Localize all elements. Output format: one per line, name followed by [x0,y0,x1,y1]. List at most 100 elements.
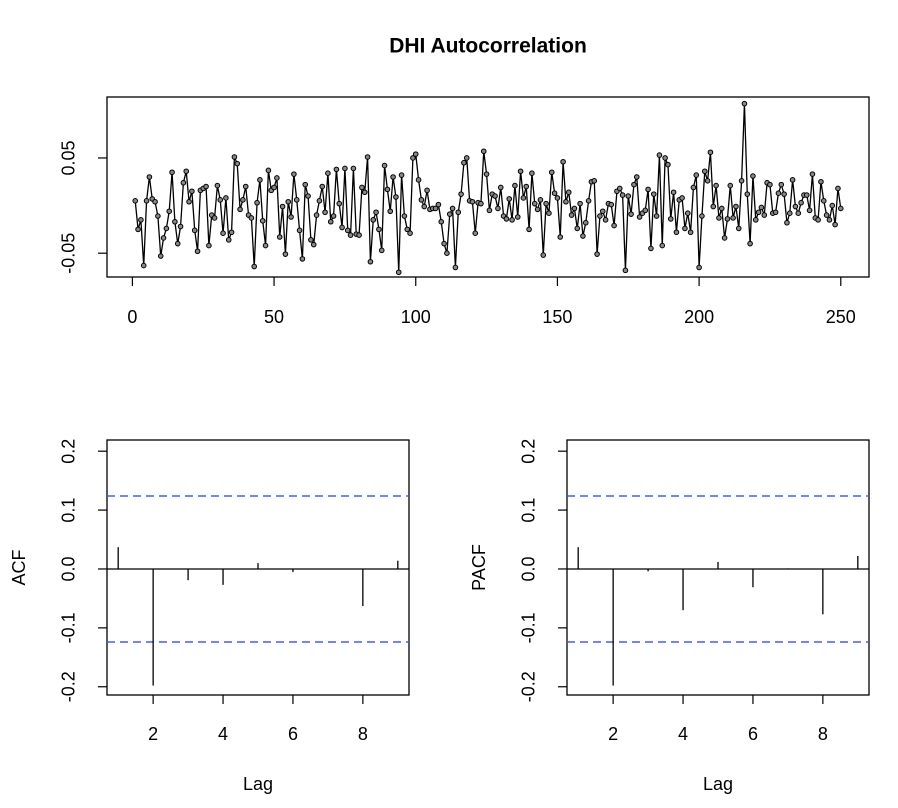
data-point [509,217,515,223]
data-point [251,263,258,270]
data-point [730,215,736,221]
data-point [690,184,697,191]
data-point [775,190,782,196]
data-point [262,242,269,249]
data-point [534,206,541,213]
data-point [483,171,490,177]
data-point [228,229,235,236]
data-point [699,213,705,219]
y-tick-label: -0.1 [59,612,79,643]
data-point [707,149,714,156]
data-point [820,198,827,204]
data-point [160,235,167,241]
data-point [713,182,719,189]
data-point [478,200,484,207]
data-point [741,100,748,107]
data-point [174,240,181,247]
data-point [163,225,170,232]
data-point [835,185,841,192]
data-point [784,219,790,226]
data-point [469,198,476,205]
data-point [716,215,722,221]
data-point [625,193,632,199]
x-tick-label: 50 [264,307,284,327]
data-point [619,192,626,198]
data-point [480,148,487,155]
data-point [455,209,462,216]
data-point [472,230,479,236]
x-tick-label: 6 [288,724,298,744]
data-point [327,218,334,225]
data-point [404,226,411,233]
data-point [325,170,331,176]
data-point [254,199,260,206]
data-point [829,202,836,209]
y-axis-label: ACF [9,549,29,585]
x-tick-label: 2 [148,724,158,744]
chart-title: DHI Autocorrelation [389,35,587,58]
data-point [172,218,178,225]
data-point [616,185,623,192]
data-point [259,218,266,224]
data-point [415,177,422,183]
data-point [693,172,700,178]
data-point [585,198,592,204]
data-point [645,186,651,193]
data-point [492,193,498,199]
data-point [548,169,555,176]
data-point [333,166,340,173]
data-point [543,200,549,207]
data-point [733,203,739,210]
data-point [781,191,787,197]
data-point [285,198,292,205]
data-point [463,155,470,161]
data-point [347,232,354,238]
data-point [302,181,309,188]
data-point [631,181,637,188]
data-point [568,212,575,218]
data-point [832,221,838,228]
data-point [138,217,144,223]
y-axis-label: PACF [469,544,489,591]
y-tick-label: 0.05 [59,140,79,175]
data-point [531,200,538,207]
data-point [169,169,175,176]
data-point [288,214,294,220]
data-point [446,211,453,217]
data-point [373,209,379,216]
x-tick-label: 100 [401,307,431,327]
data-point [772,209,779,216]
data-point [735,225,742,232]
x-axis-label: Lag [243,774,273,794]
data-point [803,192,810,198]
data-point [602,217,609,223]
data-point [795,210,802,216]
data-point [441,240,447,247]
data-point [143,198,150,204]
data-point [401,213,408,219]
data-point [806,207,813,214]
data-point [546,210,552,216]
data-point [503,216,510,222]
data-point [211,215,218,221]
plot-frame [106,439,410,696]
data-point [554,195,561,201]
data-point [271,184,277,191]
data-point [186,198,192,205]
data-point [574,225,581,232]
data-point [336,200,343,207]
data-point [296,227,303,234]
data-point [223,195,229,201]
data-point [786,210,793,216]
series-line [134,103,842,273]
data-point [696,264,702,271]
data-point [687,229,694,236]
data-point [815,217,821,223]
data-point [305,193,311,199]
data-point [458,191,464,197]
x-tick-label: 4 [218,724,228,744]
data-point [537,197,544,203]
data-point [622,267,629,274]
data-point [393,194,399,200]
data-point [132,198,139,204]
